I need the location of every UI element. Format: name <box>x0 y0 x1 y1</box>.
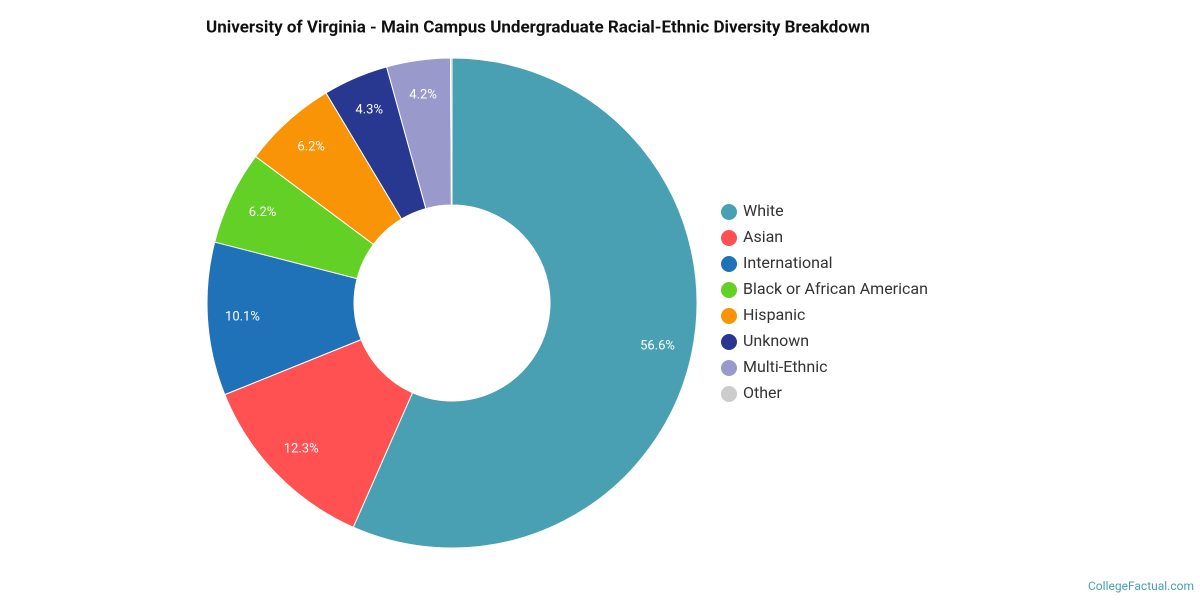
legend-label: Asian <box>743 227 783 246</box>
chart-title: University of Virginia - Main Campus Und… <box>206 17 870 37</box>
value-label: 10.1% <box>225 309 260 324</box>
value-label: 56.6% <box>640 339 675 354</box>
legend-label: International <box>743 253 833 272</box>
legend-marker <box>721 334 737 350</box>
legend-marker <box>721 360 737 376</box>
value-label: 6.2% <box>249 205 277 220</box>
legend-label: White <box>743 201 784 220</box>
legend-marker <box>721 256 737 272</box>
legend-label: Other <box>743 383 783 402</box>
credit: CollegeFactual.com <box>1088 579 1194 593</box>
legend-label: Multi-Ethnic <box>743 357 827 376</box>
legend-marker <box>721 308 737 324</box>
slice <box>352 57 698 549</box>
legend-marker <box>721 282 737 298</box>
legend-marker <box>721 230 737 246</box>
value-label: 6.2% <box>297 140 325 155</box>
slice <box>224 338 414 528</box>
value-label: 12.3% <box>284 442 319 457</box>
legend-label: Hispanic <box>743 305 805 324</box>
slice <box>449 57 453 206</box>
legend-marker <box>721 204 737 220</box>
legend-label: Black or African American <box>743 279 928 298</box>
value-label: 4.2% <box>409 87 437 102</box>
legend-marker <box>721 386 737 402</box>
value-label: 4.3% <box>355 102 383 117</box>
legend-label: Unknown <box>743 331 809 350</box>
